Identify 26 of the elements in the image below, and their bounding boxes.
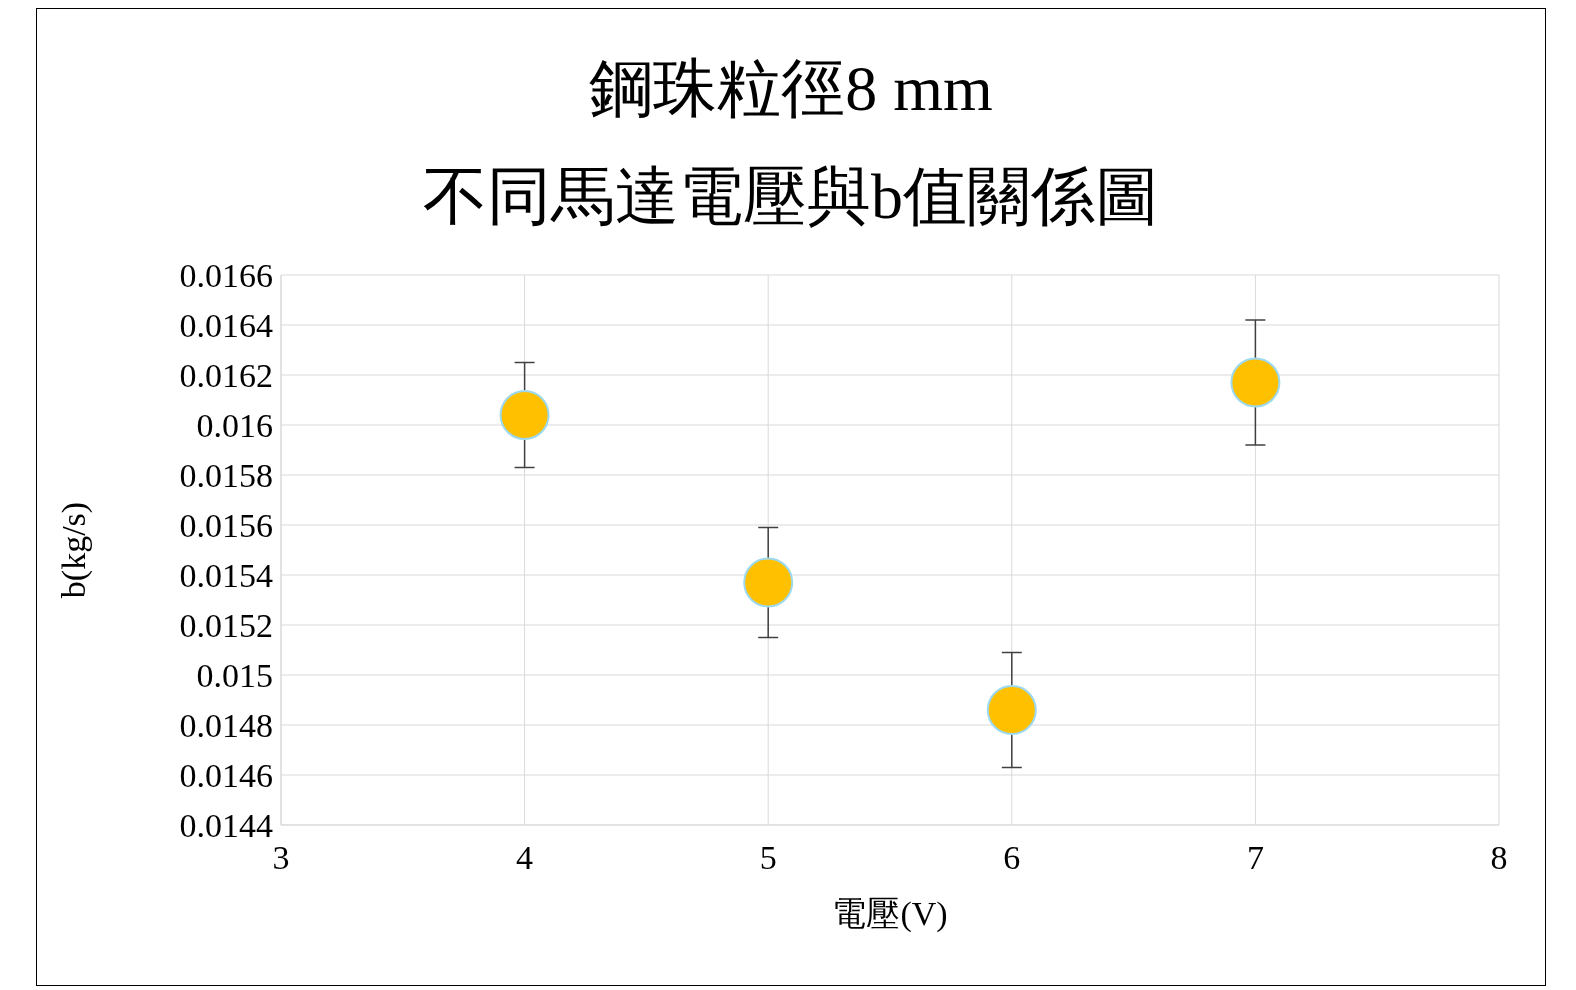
x-tick-label: 7 <box>1246 839 1264 877</box>
y-tick-label: 0.0158 <box>179 457 273 495</box>
x-tick-label: 8 <box>1490 839 1508 877</box>
y-tick-label: 0.0162 <box>179 357 273 395</box>
y-axis-title: b(kg/s) <box>55 501 94 599</box>
y-tick-label: 0.0152 <box>179 607 273 645</box>
x-tick-label: 4 <box>516 839 534 877</box>
x-tick-label: 5 <box>759 839 777 877</box>
point <box>986 685 1037 735</box>
point <box>1230 357 1281 408</box>
x-axis-title: 電壓(V) <box>832 895 948 933</box>
x-tick-label: 3 <box>272 839 290 877</box>
point <box>499 390 550 440</box>
chart-title: 鋼珠粒徑8 mm <box>588 52 994 126</box>
y-tick-label: 0.0156 <box>179 507 273 545</box>
y-tick-label: 0.0146 <box>179 757 273 795</box>
y-tick-label: 0.0166 <box>179 257 273 295</box>
point <box>743 557 794 608</box>
chart-subtitle: 不同馬達電壓與b值關係圖 <box>422 160 1160 234</box>
y-tick-label: 0.016 <box>196 407 273 445</box>
y-tick-label: 0.0164 <box>179 307 273 345</box>
y-tick-label: 0.0154 <box>179 557 273 595</box>
y-tick-label: 0.0144 <box>179 807 273 845</box>
y-tick-label: 0.015 <box>196 657 273 695</box>
y-tick-label: 0.0148 <box>179 707 273 745</box>
x-tick-label: 6 <box>1003 839 1021 877</box>
